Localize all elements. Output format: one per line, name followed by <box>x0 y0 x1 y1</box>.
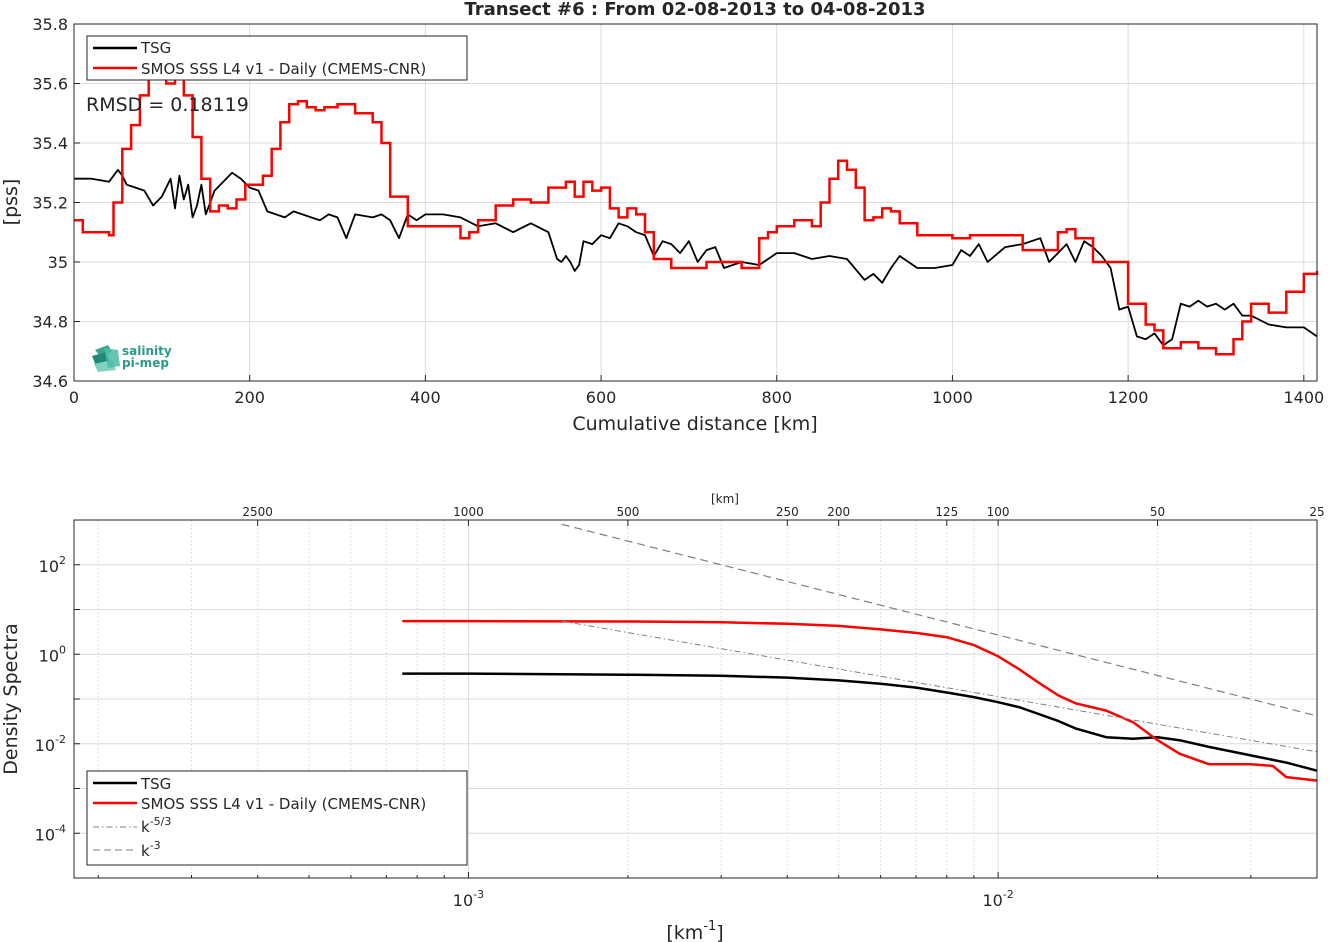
top-y-tick-label: 35.8 <box>32 15 68 34</box>
smos-spectrum-line <box>402 619 1318 782</box>
bottom-legend-k53-text: k-5/3 <box>141 815 171 836</box>
top-legend: TSG SMOS SSS L4 v1 - Daily (CMEMS-CNR) <box>86 35 468 81</box>
top-x-tick-label: 0 <box>69 388 79 407</box>
tsg-spectrum-line <box>402 672 1318 772</box>
top-y-axis-label: [pss] <box>0 179 22 226</box>
bottom-legend-k3-label: k-3 <box>141 839 161 860</box>
bottom-y-axis-label: Density Spectra <box>0 623 22 774</box>
bottom-x-axis-label-text: [km-1] <box>666 919 723 942</box>
salinity-pimep-logo: salinity pi-mep <box>92 344 172 372</box>
top-x-tick-label: 400 <box>410 388 441 407</box>
chart-title: Transect #6 : From 02-08-2013 to 04-08-2… <box>464 0 925 20</box>
bottom-legend-k53-label: k-5/3 <box>141 815 171 836</box>
tsg-line <box>74 168 1318 347</box>
top-x-tick-label: 800 <box>761 388 792 407</box>
bottom-y-tick-label: 10-2 <box>35 733 66 755</box>
smos-line <box>74 76 1319 356</box>
top-km-tick-label: 25 <box>1309 505 1324 519</box>
top-km-tick-label: 125 <box>935 505 958 519</box>
top-x-tick-label: 1000 <box>932 388 973 407</box>
top-x-axis-label: Cumulative distance [km] <box>572 413 817 435</box>
logo-text-pimep: pi-mep <box>122 356 169 370</box>
top-km-tick-label: 500 <box>616 505 639 519</box>
top-grid <box>73 23 1317 382</box>
top-ticks: 0 200 400 600 800 1000 1200 1400 34.6 34.8 35 35.2 3… <box>32 15 1324 407</box>
bottom-ticks: 10-3 10-2 10-4 10-2 100 102 2500 1000 500 250 200 1… <box>35 505 1325 910</box>
bottom-series <box>402 523 1318 782</box>
k-3-reference-line <box>561 523 1318 717</box>
k-5-3-reference-line <box>561 620 1318 753</box>
bottom-y-tick-label: 102 <box>39 554 66 576</box>
bottom-legend-k3-text: k-3 <box>141 839 161 860</box>
spectra-chart: 10-3 10-2 10-4 10-2 100 102 2500 1000 500 250 200 1… <box>0 492 1325 942</box>
bottom-y-tick-label: 10-4 <box>35 822 66 844</box>
top-legend-smos-label: SMOS SSS L4 v1 - Daily (CMEMS-CNR) <box>141 60 426 78</box>
top-y-tick-label: 35.4 <box>32 134 68 153</box>
bottom-y-tick-label: 100 <box>39 643 66 665</box>
top-series <box>74 76 1319 356</box>
top-y-tick-label: 35 <box>48 253 68 272</box>
top-y-tick-label: 34.8 <box>32 313 68 332</box>
logo-text-salinity: salinity <box>122 344 172 358</box>
bottom-x-tick-label: 10-3 <box>453 888 484 910</box>
top-y-tick-label: 35.2 <box>32 194 68 213</box>
top-y-tick-label: 35.6 <box>32 75 68 94</box>
top-km-tick-label: 1000 <box>453 505 484 519</box>
top-axis-km-label: [km] <box>711 492 739 506</box>
top-km-tick-label: 200 <box>827 505 850 519</box>
top-y-tick-label: 34.6 <box>32 372 68 391</box>
top-km-tick-label: 100 <box>987 505 1010 519</box>
bottom-x-axis-label: [km-1] <box>666 919 723 942</box>
transect-chart: Transect #6 : From 02-08-2013 to 04-08-2… <box>0 0 1324 435</box>
bottom-legend-tsg-label: TSG <box>140 775 171 793</box>
top-km-tick-label: 2500 <box>242 505 273 519</box>
logo-mark-icon <box>92 345 120 372</box>
bottom-legend-box <box>86 770 468 866</box>
top-legend-tsg-label: TSG <box>140 39 171 57</box>
top-km-tick-label: 50 <box>1150 505 1165 519</box>
top-km-tick-label: 250 <box>776 505 799 519</box>
top-x-tick-label: 600 <box>586 388 617 407</box>
rmsd-annotation: RMSD = 0.18119 <box>86 94 249 116</box>
top-legend-box <box>86 35 468 81</box>
bottom-legend: TSG SMOS SSS L4 v1 - Daily (CMEMS-CNR) k… <box>86 770 468 866</box>
bottom-legend-smos-label: SMOS SSS L4 v1 - Daily (CMEMS-CNR) <box>141 795 426 813</box>
bottom-x-tick-label: 10-2 <box>982 888 1013 910</box>
top-x-tick-label: 1200 <box>1108 388 1149 407</box>
top-x-tick-label: 1400 <box>1283 388 1324 407</box>
top-x-tick-label: 200 <box>234 388 265 407</box>
